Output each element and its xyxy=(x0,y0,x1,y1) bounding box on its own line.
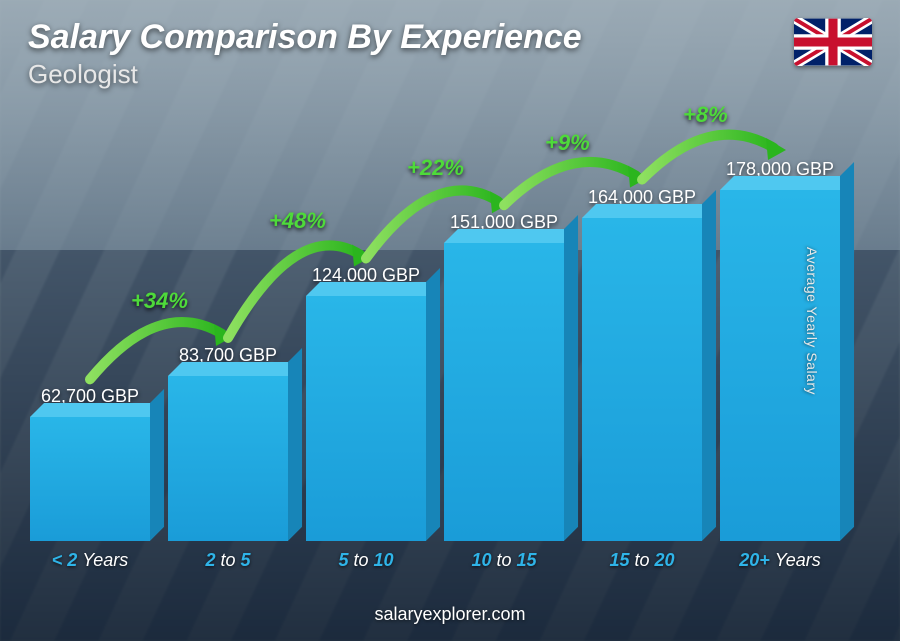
bar-wrap: 151,000 GBP xyxy=(444,212,564,541)
bar xyxy=(444,243,564,541)
x-axis-label: 20+ Years xyxy=(720,550,840,571)
bar-chart: 62,700 GBP 83,700 GBP 124,000 GBP 151,00… xyxy=(30,120,840,571)
bar-wrap: 124,000 GBP xyxy=(306,265,426,541)
bar-side-face xyxy=(564,215,578,541)
uk-flag-icon xyxy=(794,18,872,66)
bar-top-face xyxy=(582,204,716,218)
bar xyxy=(720,190,840,541)
bar-top-face xyxy=(30,403,164,417)
bar-wrap: 83,700 GBP xyxy=(168,345,288,541)
page-subtitle: Geologist xyxy=(28,59,872,90)
bar-side-face xyxy=(702,190,716,541)
page-title: Salary Comparison By Experience xyxy=(28,18,872,57)
bar-front-face xyxy=(306,296,426,541)
bar-front-face xyxy=(168,376,288,541)
bar xyxy=(168,376,288,541)
bar-front-face xyxy=(720,190,840,541)
bar xyxy=(582,218,702,541)
x-axis-label: 10 to 15 xyxy=(444,550,564,571)
bar-front-face xyxy=(30,417,150,541)
bar-wrap: 178,000 GBP xyxy=(720,159,840,541)
bar xyxy=(306,296,426,541)
x-axis-label: < 2 Years xyxy=(30,550,150,571)
bar-top-face xyxy=(168,362,302,376)
x-axis-labels: < 2 Years 2 to 5 5 to 10 10 to 15 15 to 20 20… xyxy=(30,550,840,571)
header: Salary Comparison By Experience Geologis… xyxy=(28,18,872,90)
footer-site: salaryexplorer.com xyxy=(0,604,900,625)
bar-side-face xyxy=(150,389,164,541)
bar-side-face xyxy=(840,162,854,541)
bar-front-face xyxy=(444,243,564,541)
bar-wrap: 62,700 GBP xyxy=(30,386,150,541)
bar-wrap: 164,000 GBP xyxy=(582,187,702,541)
bar-top-face xyxy=(444,229,578,243)
bar-side-face xyxy=(426,268,440,541)
bar-side-face xyxy=(288,348,302,541)
x-axis-label: 5 to 10 xyxy=(306,550,426,571)
bar-front-face xyxy=(582,218,702,541)
bar xyxy=(30,417,150,541)
bars-container: 62,700 GBP 83,700 GBP 124,000 GBP 151,00… xyxy=(30,120,840,541)
y-axis-label: Average Yearly Salary xyxy=(804,247,820,395)
x-axis-label: 15 to 20 xyxy=(582,550,702,571)
bar-top-face xyxy=(306,282,440,296)
bar-top-face xyxy=(720,176,854,190)
x-axis-label: 2 to 5 xyxy=(168,550,288,571)
